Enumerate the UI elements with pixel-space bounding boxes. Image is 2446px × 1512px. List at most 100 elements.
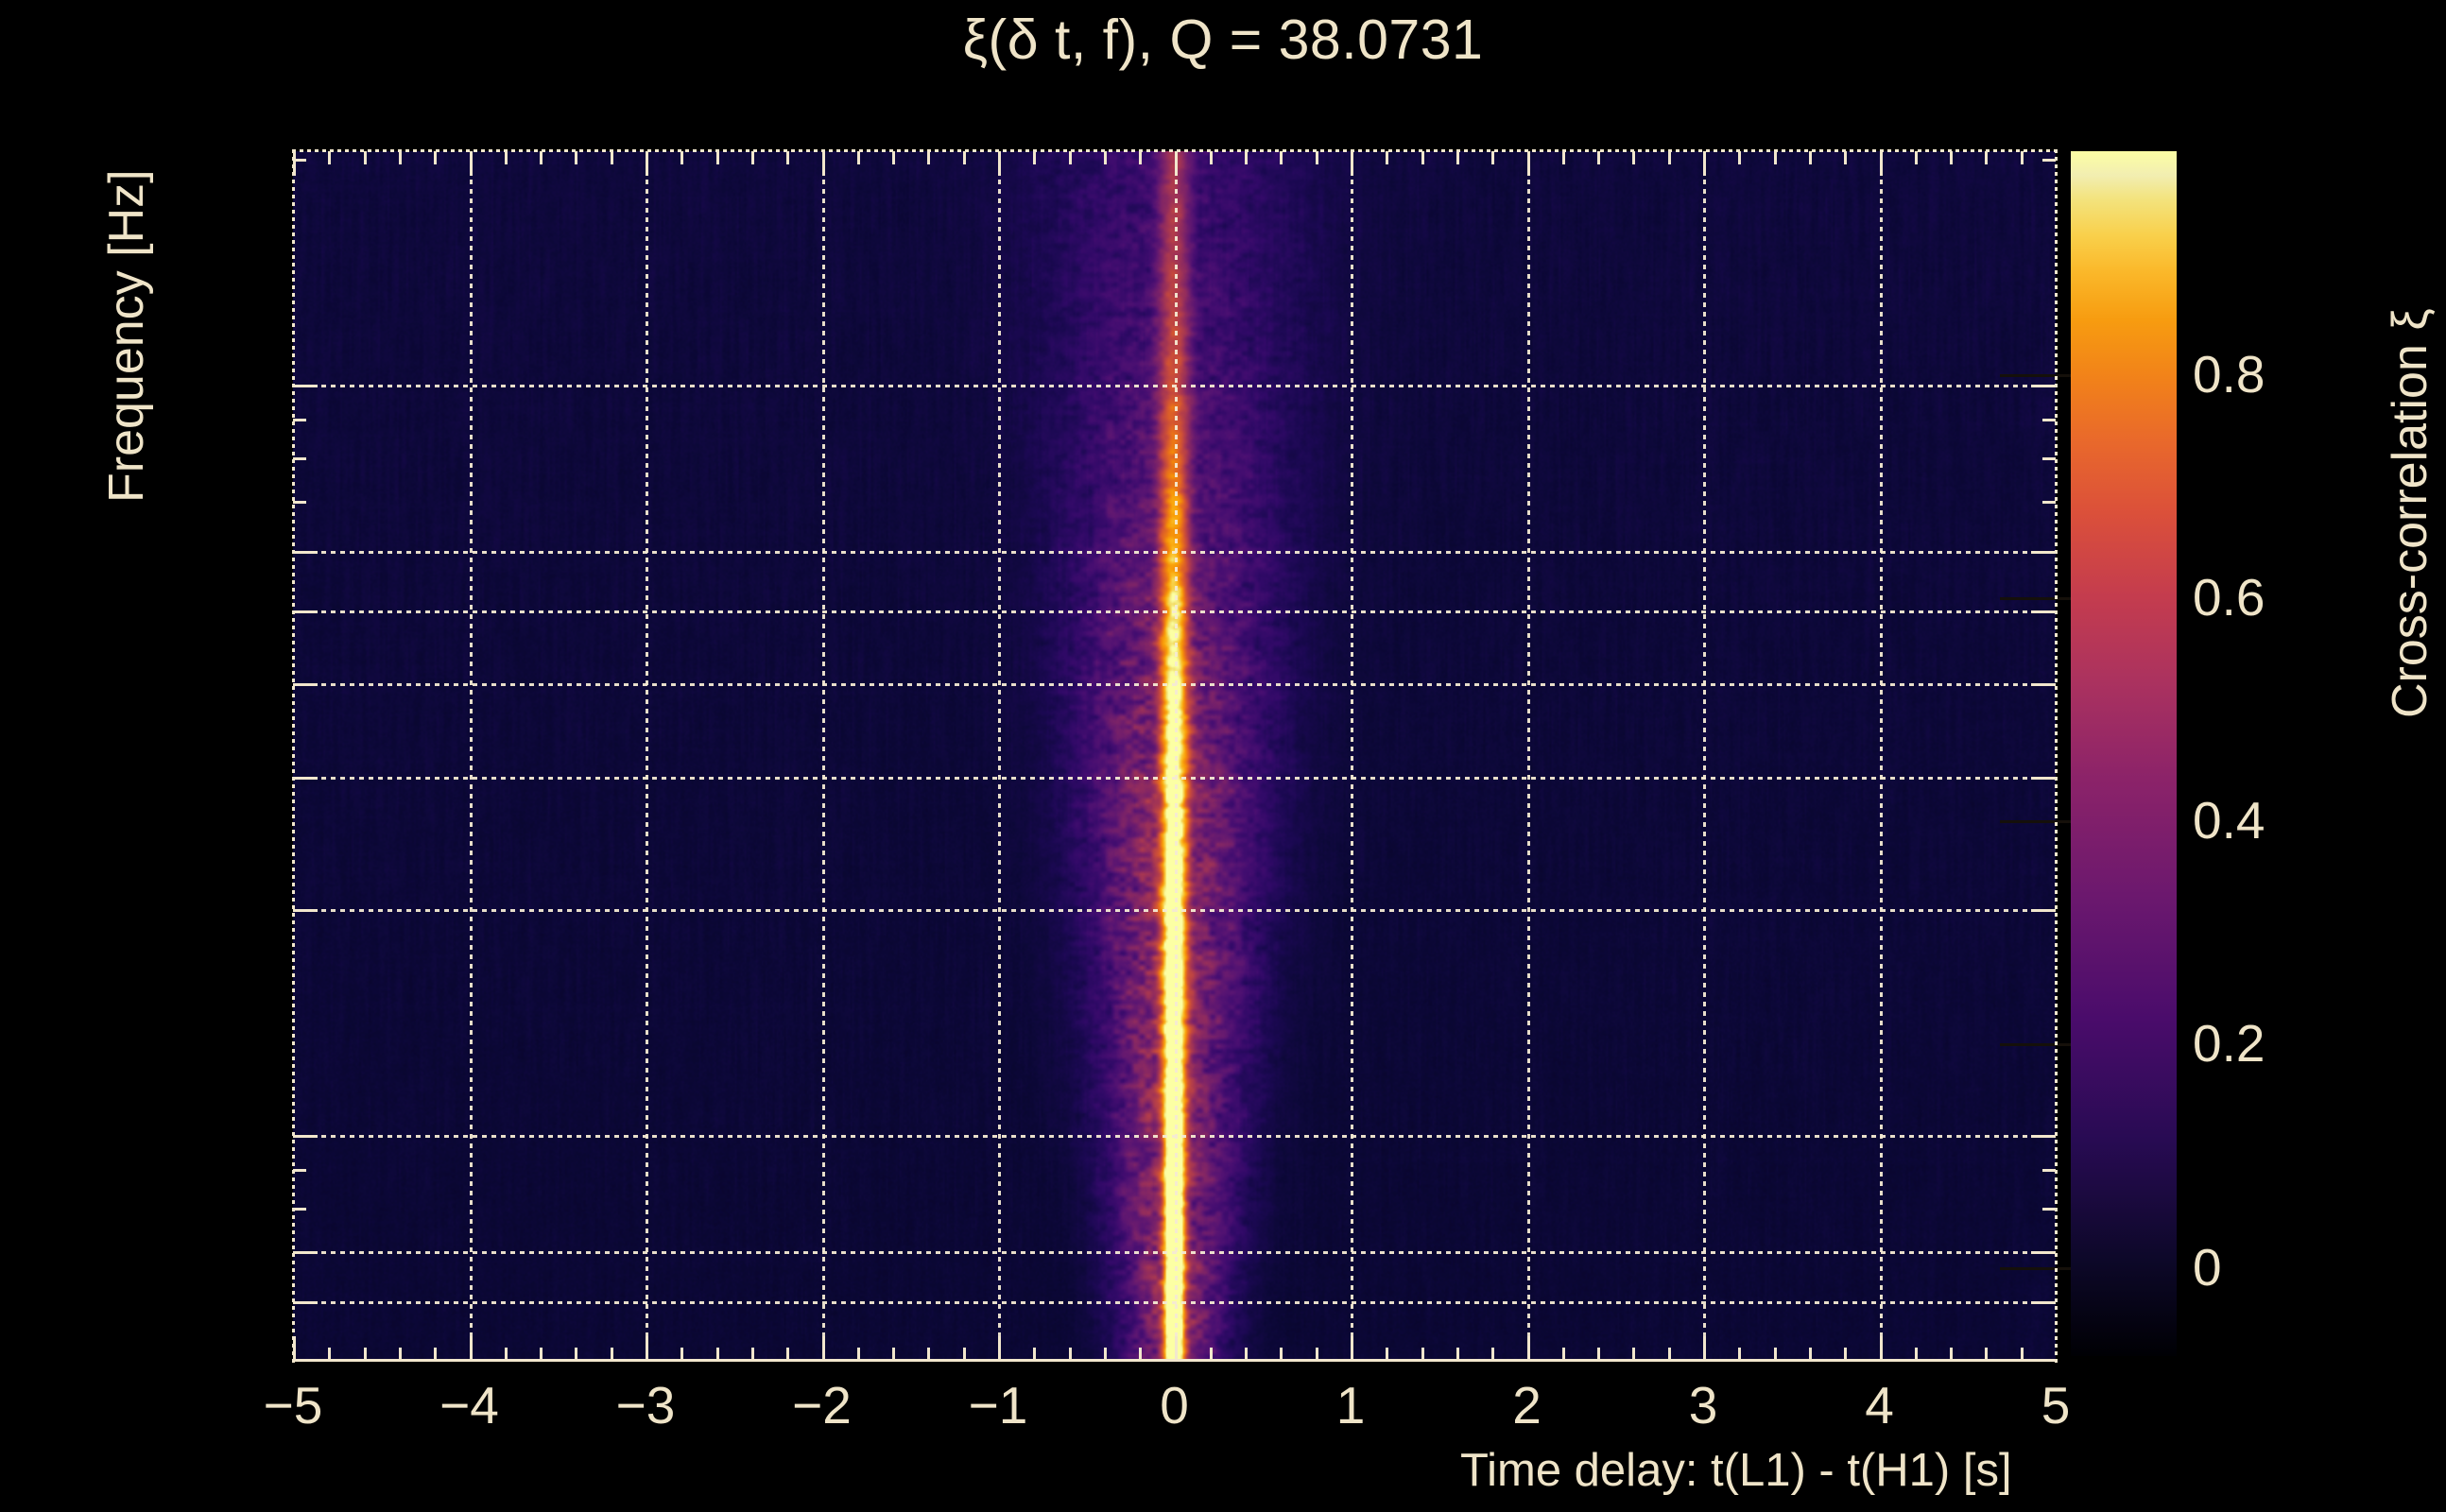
x-axis-minor-tick bbox=[927, 1348, 931, 1361]
x-axis-minor-tick bbox=[1773, 1348, 1777, 1361]
x-axis-tick-label: 1 bbox=[1335, 1376, 1366, 1435]
y-axis-minor-tick bbox=[293, 777, 306, 781]
x-axis-major-tick bbox=[1526, 1336, 1530, 1361]
x-axis-minor-tick bbox=[1386, 151, 1389, 164]
x-axis-title: Time delay: t(L1) - t(H1) [s] bbox=[1460, 1445, 2012, 1496]
x-axis-major-tick bbox=[1174, 151, 1178, 176]
x-axis-minor-tick bbox=[2020, 151, 2024, 164]
x-axis-major-tick bbox=[469, 151, 473, 176]
x-axis-minor-tick bbox=[750, 151, 754, 164]
x-axis-tick-label: 0 bbox=[1160, 1376, 1189, 1435]
colorbar-tick bbox=[2000, 820, 2071, 824]
x-axis-minor-tick bbox=[434, 1348, 438, 1361]
gridline-vertical bbox=[821, 151, 825, 1361]
x-axis-minor-tick bbox=[328, 151, 332, 164]
x-axis-minor-tick bbox=[1738, 1348, 1742, 1361]
y-axis-minor-tick bbox=[293, 610, 306, 614]
y-axis-minor-tick bbox=[293, 551, 306, 555]
x-axis-minor-tick bbox=[1597, 1348, 1601, 1361]
x-axis-major-tick bbox=[1703, 151, 1706, 176]
x-axis-minor-tick bbox=[856, 151, 860, 164]
x-axis-minor-tick bbox=[1773, 151, 1777, 164]
x-axis-minor-tick bbox=[1456, 1348, 1459, 1361]
x-axis-minor-tick bbox=[1209, 1348, 1213, 1361]
x-axis-minor-tick bbox=[1421, 1348, 1424, 1361]
x-axis-minor-tick bbox=[892, 1348, 896, 1361]
y-axis-minor-tick bbox=[2042, 777, 2056, 781]
x-axis-minor-tick bbox=[962, 151, 966, 164]
x-axis-minor-tick bbox=[398, 1348, 402, 1361]
x-axis-minor-tick bbox=[927, 151, 931, 164]
x-axis-minor-tick bbox=[1667, 1348, 1671, 1361]
x-axis-major-tick bbox=[293, 151, 296, 176]
x-axis-minor-tick bbox=[1280, 1348, 1283, 1361]
y-axis-minor-tick bbox=[293, 683, 306, 687]
x-axis-minor-tick bbox=[1386, 1348, 1389, 1361]
colorbar-tick bbox=[2000, 374, 2071, 378]
x-axis-minor-tick bbox=[504, 151, 508, 164]
gridline-vertical bbox=[1703, 151, 1706, 1361]
x-axis-major-tick bbox=[821, 1336, 825, 1361]
x-axis-tick-label: 4 bbox=[1865, 1376, 1894, 1435]
x-axis-tick-label: −3 bbox=[615, 1376, 676, 1435]
x-axis-minor-tick bbox=[363, 1348, 367, 1361]
x-axis-minor-tick bbox=[328, 1348, 332, 1361]
x-axis-minor-tick bbox=[1068, 1348, 1072, 1361]
gridline-vertical bbox=[998, 151, 1001, 1361]
colorbar bbox=[2071, 151, 2177, 1356]
x-axis-tick-label: −4 bbox=[439, 1376, 499, 1435]
colorbar-title: Cross-correlation ξ bbox=[2383, 308, 2437, 718]
x-axis-major-tick bbox=[1174, 1336, 1178, 1361]
x-axis-minor-tick bbox=[1491, 151, 1495, 164]
x-axis-minor-tick bbox=[1597, 151, 1601, 164]
x-axis-major-tick bbox=[1351, 151, 1353, 176]
x-axis-minor-tick bbox=[363, 151, 367, 164]
y-axis-minor-tick bbox=[293, 1169, 306, 1173]
x-axis-minor-tick bbox=[504, 1348, 508, 1361]
x-axis-major-tick bbox=[293, 1336, 296, 1361]
x-axis-minor-tick bbox=[1738, 151, 1742, 164]
colorbar-tick bbox=[2000, 1266, 2071, 1270]
colorbar-tick-label: 0.8 bbox=[2193, 345, 2265, 404]
x-axis-major-tick bbox=[821, 151, 825, 176]
y-axis-major-tick bbox=[2031, 1301, 2056, 1305]
y-axis-major-tick bbox=[293, 1135, 318, 1139]
gridline-vertical bbox=[1174, 151, 1178, 1361]
x-axis-minor-tick bbox=[1033, 151, 1037, 164]
x-axis-minor-tick bbox=[1068, 151, 1072, 164]
x-axis-tick-label: 5 bbox=[2041, 1376, 2071, 1435]
y-axis-major-tick bbox=[2031, 1135, 2056, 1139]
x-axis-minor-tick bbox=[1985, 1348, 1989, 1361]
y-axis-major-tick bbox=[293, 1250, 318, 1254]
x-axis-minor-tick bbox=[610, 151, 613, 164]
x-axis-major-tick bbox=[1703, 1336, 1706, 1361]
x-axis-tick-label: −1 bbox=[968, 1376, 1028, 1435]
gridline-vertical bbox=[646, 151, 648, 1361]
heatmap-plot-area bbox=[293, 151, 2056, 1361]
x-axis-minor-tick bbox=[715, 151, 719, 164]
y-axis-minor-tick bbox=[2042, 501, 2056, 505]
x-axis-minor-tick bbox=[1950, 1348, 1954, 1361]
x-axis-minor-tick bbox=[1103, 151, 1107, 164]
x-axis-minor-tick bbox=[1315, 1348, 1318, 1361]
x-axis-minor-tick bbox=[1561, 151, 1565, 164]
x-axis-minor-tick bbox=[750, 1348, 754, 1361]
x-axis-major-tick bbox=[646, 1336, 648, 1361]
x-axis-minor-tick bbox=[1139, 1348, 1143, 1361]
colorbar-tick-label: 0.2 bbox=[2193, 1014, 2265, 1074]
x-axis-minor-tick bbox=[398, 151, 402, 164]
y-axis-title: Frequency [Hz] bbox=[99, 169, 154, 503]
x-axis-minor-tick bbox=[1456, 151, 1459, 164]
x-axis-tick-label: 3 bbox=[1688, 1376, 1718, 1435]
x-axis-minor-tick bbox=[856, 1348, 860, 1361]
y-axis-minor-tick bbox=[2042, 419, 2056, 422]
y-axis-minor-tick bbox=[293, 909, 306, 913]
x-axis-major-tick bbox=[1879, 151, 1883, 176]
x-axis-minor-tick bbox=[1667, 151, 1671, 164]
x-axis-major-tick bbox=[1526, 151, 1530, 176]
x-axis-tick-label: −2 bbox=[792, 1376, 852, 1435]
x-axis-minor-tick bbox=[1914, 151, 1918, 164]
x-axis-major-tick bbox=[469, 1336, 473, 1361]
gridline-vertical bbox=[1879, 151, 1883, 1361]
x-axis-minor-tick bbox=[1844, 151, 1848, 164]
